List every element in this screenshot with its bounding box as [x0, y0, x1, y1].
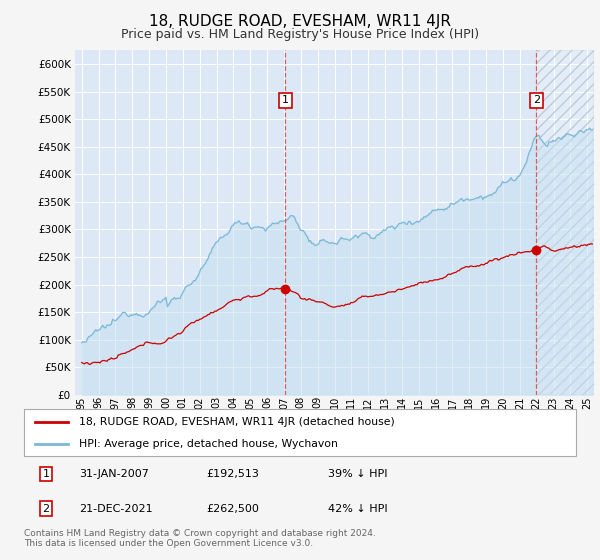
- Text: 1: 1: [282, 95, 289, 105]
- Text: £262,500: £262,500: [206, 504, 259, 514]
- Text: £192,513: £192,513: [206, 469, 259, 479]
- Text: This data is licensed under the Open Government Licence v3.0.: This data is licensed under the Open Gov…: [24, 539, 313, 548]
- Text: 18, RUDGE ROAD, EVESHAM, WR11 4JR: 18, RUDGE ROAD, EVESHAM, WR11 4JR: [149, 14, 451, 29]
- Text: HPI: Average price, detached house, Wychavon: HPI: Average price, detached house, Wych…: [79, 438, 338, 449]
- Text: 21-DEC-2021: 21-DEC-2021: [79, 504, 153, 514]
- Text: 39% ↓ HPI: 39% ↓ HPI: [328, 469, 387, 479]
- Text: 18, RUDGE ROAD, EVESHAM, WR11 4JR (detached house): 18, RUDGE ROAD, EVESHAM, WR11 4JR (detac…: [79, 417, 395, 427]
- Text: Contains HM Land Registry data © Crown copyright and database right 2024.: Contains HM Land Registry data © Crown c…: [24, 529, 376, 538]
- Text: Price paid vs. HM Land Registry's House Price Index (HPI): Price paid vs. HM Land Registry's House …: [121, 28, 479, 41]
- Text: 2: 2: [533, 95, 540, 105]
- Text: 31-JAN-2007: 31-JAN-2007: [79, 469, 149, 479]
- Text: 1: 1: [43, 469, 50, 479]
- Text: 2: 2: [43, 504, 50, 514]
- Text: 42% ↓ HPI: 42% ↓ HPI: [328, 504, 387, 514]
- FancyBboxPatch shape: [24, 409, 576, 456]
